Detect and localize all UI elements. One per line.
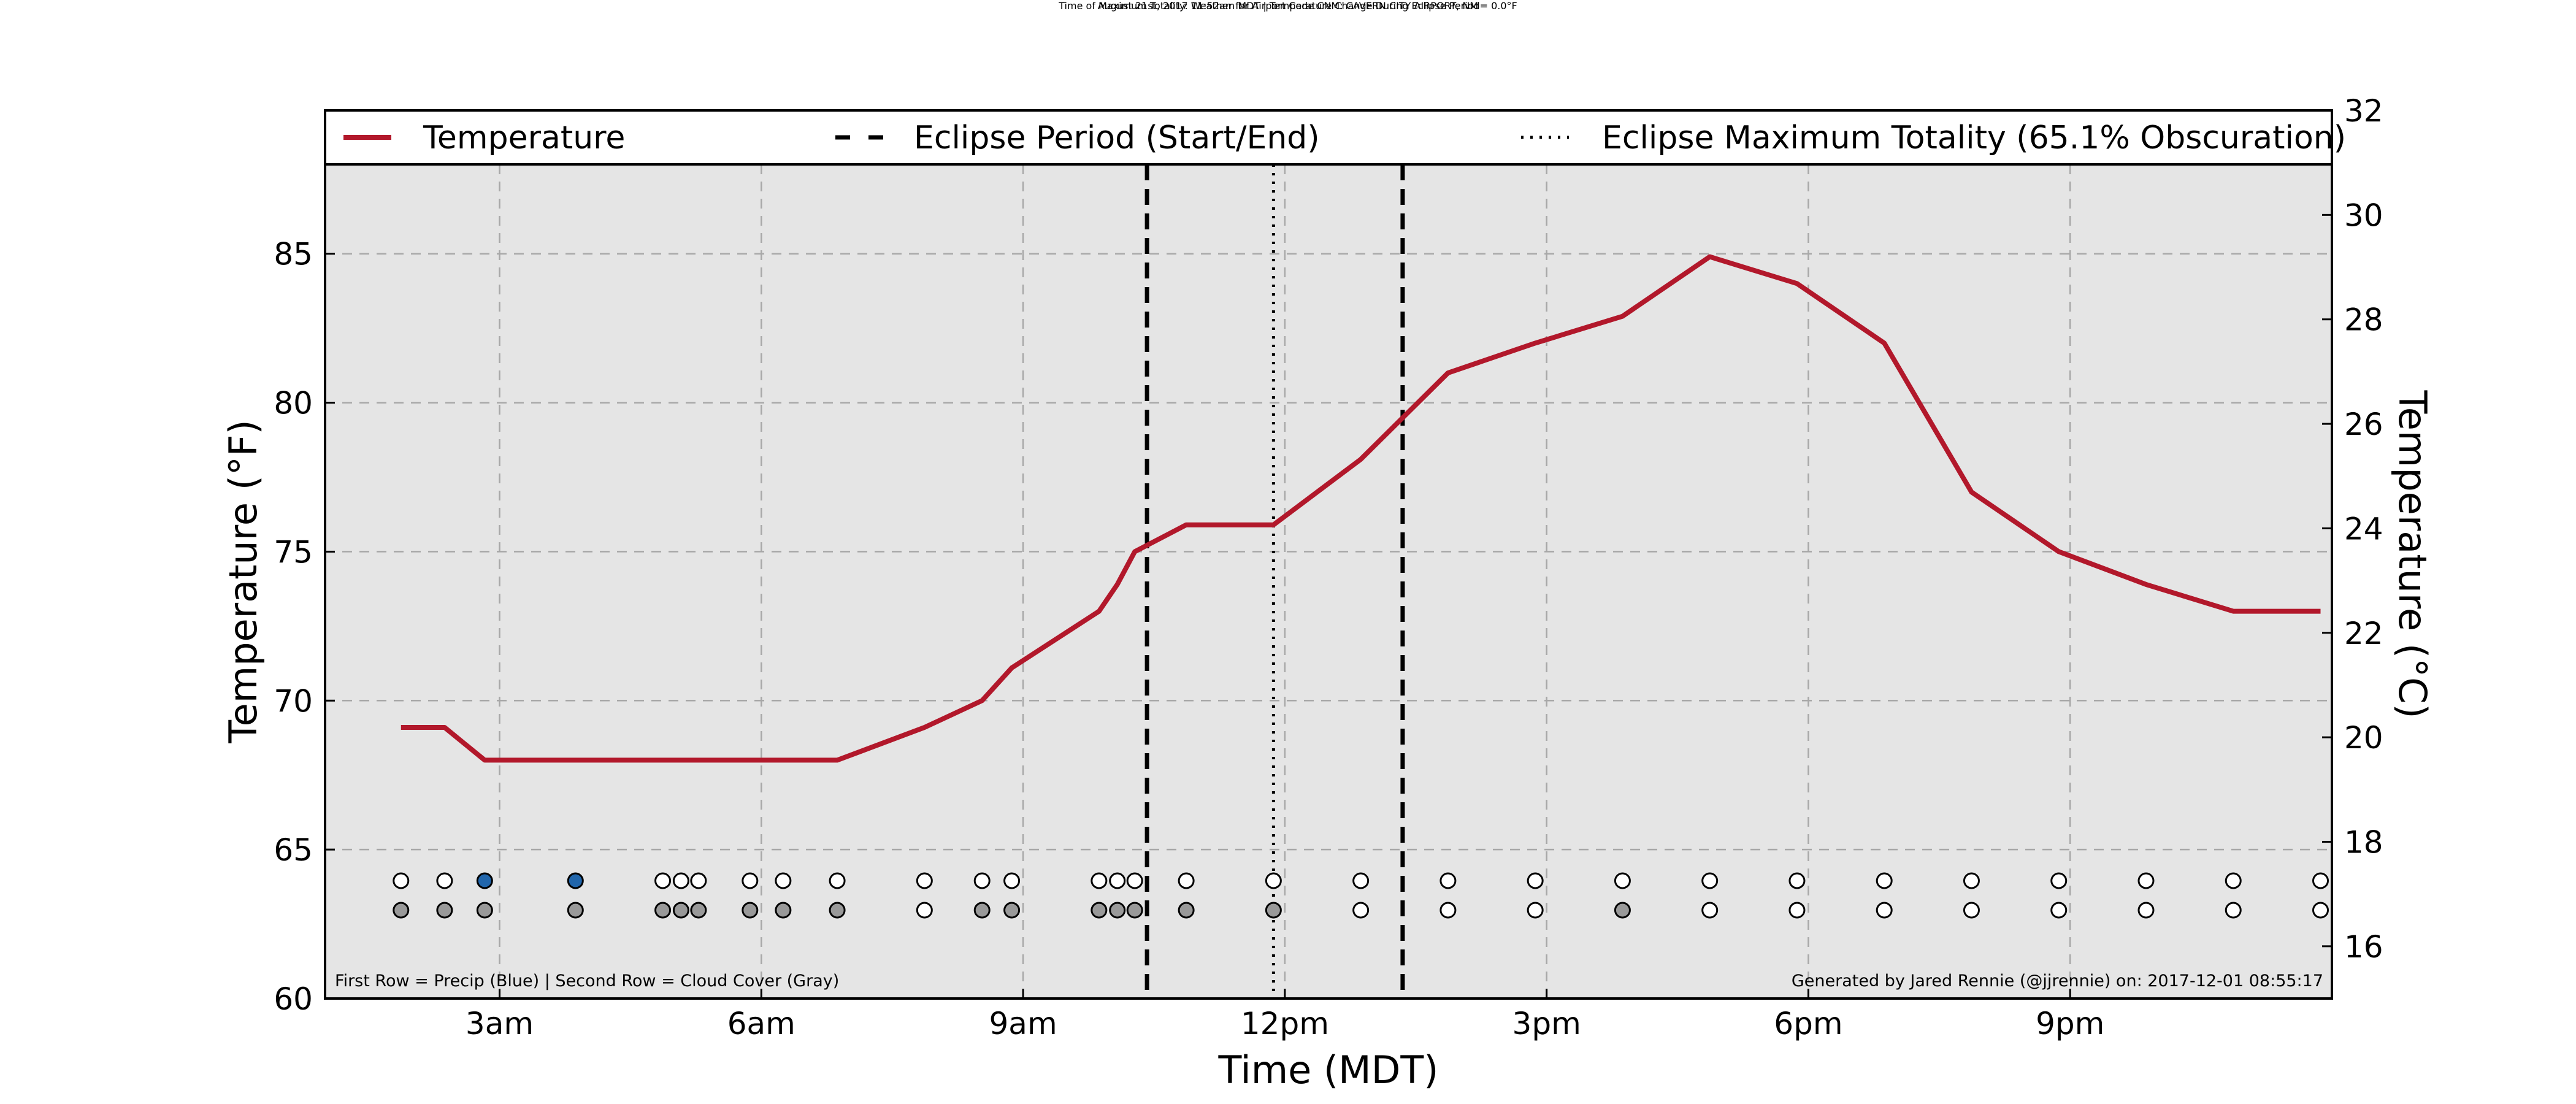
chart-title: August 21st, 2017 Weather for Airport Co… bbox=[1097, 0, 1479, 12]
chart-subtitle: Time of Maximum Totality: 11:52am MDT | … bbox=[1059, 0, 1517, 12]
precip-marker bbox=[973, 872, 991, 889]
precip-marker bbox=[1003, 872, 1021, 889]
cloud-cover-marker bbox=[1091, 902, 1108, 919]
cloud-cover-marker bbox=[1963, 902, 1980, 919]
precip-marker bbox=[775, 872, 792, 889]
cloud-cover-marker bbox=[2312, 902, 2329, 919]
cloud-cover-marker bbox=[476, 902, 493, 919]
y2-tick-label: 32 bbox=[2344, 93, 2383, 129]
cloud-cover-marker bbox=[775, 902, 792, 919]
cloud-cover-marker bbox=[436, 902, 453, 919]
x-tick-label: 3pm bbox=[1512, 1006, 1581, 1041]
precip-marker bbox=[1527, 872, 1544, 889]
precip-marker bbox=[916, 872, 933, 889]
cloud-cover-marker bbox=[2050, 902, 2068, 919]
y-tick-label: 70 bbox=[274, 683, 313, 719]
precip-marker bbox=[1963, 872, 1980, 889]
precip-marker bbox=[436, 872, 453, 889]
y2-axis-label: Temperature (°C) bbox=[2390, 389, 2435, 718]
cloud-cover-marker bbox=[1126, 902, 1143, 919]
cloud-cover-marker bbox=[567, 902, 584, 919]
plot-area bbox=[325, 164, 2332, 999]
precip-marker bbox=[1614, 872, 1631, 889]
precip-marker bbox=[1126, 872, 1143, 889]
precip-marker bbox=[742, 872, 759, 889]
precip-marker bbox=[1109, 872, 1126, 889]
cloud-cover-marker bbox=[2137, 902, 2155, 919]
precip-marker bbox=[1091, 872, 1108, 889]
x-tick-label: 3am bbox=[466, 1006, 534, 1041]
cloud-cover-marker bbox=[1178, 902, 1195, 919]
cloud-cover-marker bbox=[829, 902, 846, 919]
footnote-left: First Row = Precip (Blue) | Second Row =… bbox=[335, 972, 839, 991]
y-tick-label: 85 bbox=[274, 237, 313, 272]
y2-tick-label: 20 bbox=[2344, 720, 2383, 756]
cloud-cover-marker bbox=[916, 902, 933, 919]
cloud-cover-marker bbox=[1614, 902, 1631, 919]
precip-marker bbox=[654, 872, 672, 889]
y-tick-label: 65 bbox=[274, 832, 313, 868]
x-tick-label: 6pm bbox=[1774, 1006, 1842, 1041]
y2-tick-label: 28 bbox=[2344, 302, 2383, 338]
cloud-cover-marker bbox=[1876, 902, 1893, 919]
cloud-cover-marker bbox=[1265, 902, 1282, 919]
precip-marker bbox=[1439, 872, 1457, 889]
y2-tick-label: 18 bbox=[2344, 824, 2383, 860]
legend-entry-label: Eclipse Maximum Totality (65.1% Obscurat… bbox=[1602, 120, 2346, 156]
y-tick-label: 75 bbox=[274, 534, 313, 570]
cloud-cover-marker bbox=[654, 902, 672, 919]
x-tick-label: 9am bbox=[989, 1006, 1057, 1041]
y2-tick-label: 22 bbox=[2344, 616, 2383, 651]
y-tick-label: 60 bbox=[274, 981, 313, 1017]
cloud-cover-marker bbox=[393, 902, 410, 919]
x-tick-label: 9pm bbox=[2036, 1006, 2104, 1041]
x-tick-label: 6am bbox=[727, 1006, 795, 1041]
cloud-cover-marker bbox=[1527, 902, 1544, 919]
precip-marker bbox=[393, 872, 410, 889]
cloud-cover-marker bbox=[1788, 902, 1806, 919]
y2-tick-label: 30 bbox=[2344, 197, 2383, 233]
precip-marker bbox=[829, 872, 846, 889]
precip-marker bbox=[1352, 872, 1370, 889]
cloud-cover-marker bbox=[1109, 902, 1126, 919]
x-tick-label: 12pm bbox=[1241, 1006, 1329, 1041]
precip-marker bbox=[567, 872, 584, 889]
cloud-cover-marker bbox=[1352, 902, 1370, 919]
precip-marker bbox=[2050, 872, 2068, 889]
plot-frame bbox=[324, 109, 2333, 1000]
y-tick-label: 80 bbox=[274, 386, 313, 421]
y2-tick-label: 26 bbox=[2344, 407, 2383, 442]
y2-tick-label: 24 bbox=[2344, 511, 2383, 546]
precip-marker bbox=[1178, 872, 1195, 889]
cloud-cover-marker bbox=[2225, 902, 2242, 919]
precip-marker bbox=[1265, 872, 1282, 889]
footnote-right: Generated by Jared Rennie (@jjrennie) on… bbox=[1792, 972, 2323, 991]
cloud-cover-marker bbox=[742, 902, 759, 919]
cloud-cover-marker bbox=[672, 902, 689, 919]
precip-marker bbox=[2312, 872, 2329, 889]
precip-marker bbox=[1876, 872, 1893, 889]
x-axis-label: Time (MDT) bbox=[1218, 1048, 1439, 1092]
cloud-cover-marker bbox=[690, 902, 707, 919]
cloud-cover-marker bbox=[973, 902, 991, 919]
precip-marker bbox=[1788, 872, 1806, 889]
cloud-cover-marker bbox=[1701, 902, 1719, 919]
legend-entry-label: Temperature bbox=[423, 120, 625, 156]
precip-marker bbox=[1701, 872, 1719, 889]
precip-marker bbox=[2225, 872, 2242, 889]
precip-marker bbox=[690, 872, 707, 889]
precip-marker bbox=[2137, 872, 2155, 889]
cloud-cover-marker bbox=[1439, 902, 1457, 919]
temperature-line bbox=[401, 254, 2321, 763]
y-axis-label: Temperature (°F) bbox=[221, 420, 266, 743]
y2-tick-label: 16 bbox=[2344, 929, 2383, 965]
precip-marker bbox=[476, 872, 493, 889]
legend-entry-label: Eclipse Period (Start/End) bbox=[914, 120, 1320, 156]
precip-marker bbox=[672, 872, 689, 889]
cloud-cover-marker bbox=[1003, 902, 1021, 919]
